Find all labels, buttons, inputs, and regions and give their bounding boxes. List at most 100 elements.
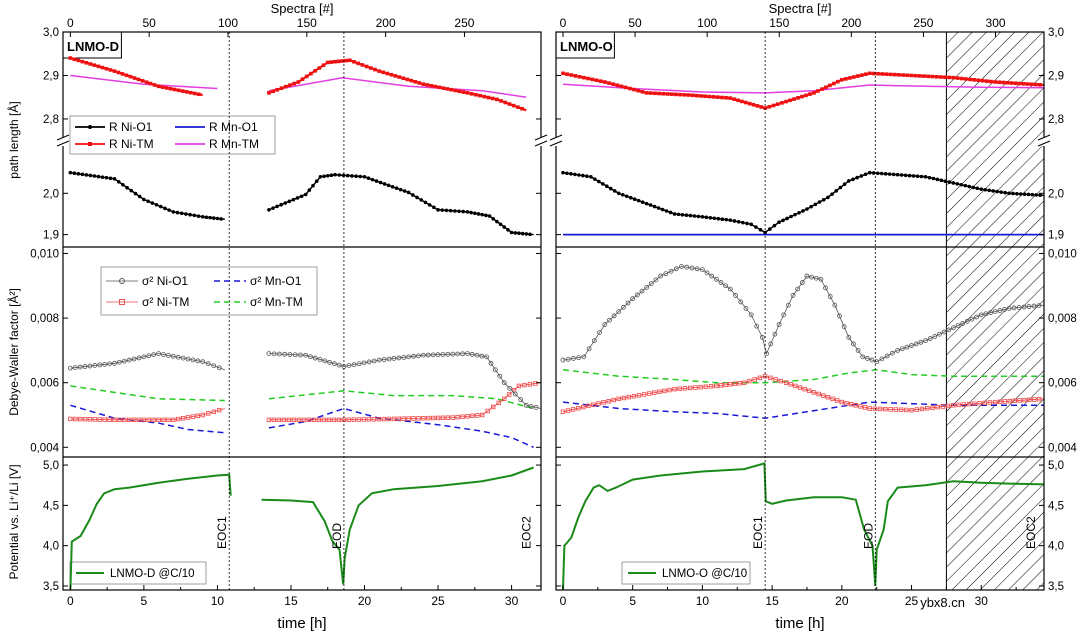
panel-right-s2-ni-o1-point (781, 312, 787, 318)
panel-right-r-ni-tm-point (1017, 81, 1022, 86)
panel-left-r-ni-o1-point (219, 217, 223, 221)
panel-right-s2-ni-tm-point (714, 383, 719, 389)
panel-right-pot-tick-label: 4,5 (1048, 500, 1064, 512)
panel-left-r-ni-tm-point (176, 88, 181, 93)
panel-left-s2-ni-o1-point (401, 354, 407, 360)
panel-left-s2-ni-tm-point (426, 415, 431, 421)
panel-left-s2-ni-o1-point (507, 385, 513, 391)
panel-right-r-ni-tm-point (980, 78, 985, 83)
panel-left-r-ni-o1-point (283, 201, 288, 205)
panel-right-s2-ni-tm-point (752, 377, 757, 382)
frame-layer (56, 31, 1051, 591)
panel-left-r-ni-o1-point (175, 210, 180, 215)
panel-right-s2-ni-tm-point (877, 406, 883, 412)
panel-left-r-ni-tm-point (267, 91, 271, 95)
panel-right-s2-ni-tm-point (1027, 397, 1032, 403)
panel-left-r-ni-tm-point (520, 106, 524, 111)
panel-left-r-ni-o1-point (520, 231, 525, 236)
panel-right-s2-ni-tm-point (667, 387, 672, 393)
panel-left-s2-ni-tm-point (506, 392, 512, 397)
panel-left-r-ni-tm-point (329, 60, 334, 64)
panel-left-r-ni-o1-point (295, 196, 300, 200)
panel-right-s2-ni-tm-point (802, 386, 807, 392)
panel-left-time-tick-label: 10 (211, 594, 225, 608)
panel-left-r-ni-o1-point (329, 173, 334, 178)
panel-right-r-ni-tm-point (964, 77, 968, 81)
panel-right-r-ni-tm-point (913, 73, 918, 78)
panel-right-r-ni-tm-point (736, 98, 740, 103)
panel-left-s2-ni-o1-point (435, 352, 441, 358)
panel-right-s2-ni-o1-point (823, 285, 828, 291)
panel-left-r-ni-o1-point (142, 197, 146, 202)
panel-right-s2-ni-o1-point (874, 359, 880, 365)
panel-right-r-ni-o1-point (597, 179, 601, 184)
panel-left-s2-ni-o1-point (200, 359, 206, 365)
panel-right-r-ni-tm-point (715, 95, 720, 99)
panel-left-r-ni-tm-point (340, 59, 345, 63)
panel-left-time-tick-label: 25 (431, 594, 445, 608)
panel-left-r-ni-tm-point (405, 77, 410, 82)
panel-right-s2-ni-tm-point (993, 399, 998, 405)
panel-right-s2-ni-o1-point (694, 266, 700, 272)
panel-right-r-ni-o1-point (565, 171, 569, 176)
panel-right-r-ni-tm-point (1030, 82, 1034, 87)
panel-left-r-ni-tm-point (192, 91, 197, 96)
panel-right-r-ni-o1-point (842, 182, 847, 187)
panel-right-s2-ni-o1-point (1006, 305, 1012, 311)
panel-left-path-upper-tick-label: 3,0 (43, 27, 59, 39)
panel-left-s2-ni-tm-point (68, 416, 73, 422)
panel-right-r-ni-tm-point (844, 77, 848, 81)
panel-right-s2-ni-o1-point (759, 335, 765, 340)
panel-left-r-ni-tm-point (76, 58, 81, 63)
panel-right-r-ni-o1-point (1018, 192, 1023, 196)
panel-right-axis-break-mask (552, 137, 560, 146)
panel-left-s2-ni-tm-point (331, 417, 337, 423)
panel-right-r-ni-tm-point (888, 72, 893, 77)
panel-left-r-ni-tm-point (172, 87, 177, 92)
panel-right-r-ni-o1-point (915, 174, 920, 178)
panel-left-s2-ni-tm-point (490, 404, 496, 410)
panel-right-s2-ni-o1-point (955, 323, 961, 329)
panel-right-time-tick-label: 0 (560, 594, 567, 608)
panel-right-title: LNMO-O (560, 39, 613, 54)
panel-left-s2-ni-tm-point (376, 416, 382, 422)
panel-left-r-ni-tm-point (393, 74, 398, 78)
panel-left-r-ni-o1-point (275, 204, 279, 209)
panel-left-r-ni-o1-point (84, 173, 89, 177)
panel-right-r-ni-tm-point (939, 75, 943, 79)
panel-right-s2-ni-o1-point (625, 300, 631, 306)
panel-left-s2-ni-tm-point (406, 416, 411, 421)
panel-right-s2-ni-o1-point (841, 324, 847, 330)
panel-right-s2-ni-o1-point (1021, 304, 1027, 310)
panel-right-pot-tick-label: 5,0 (1048, 460, 1064, 472)
panel-right-dw-tick-label: 0,008 (1048, 313, 1077, 325)
panel-left-s2-ni-o1-point (282, 351, 288, 357)
panel-left-r-ni-o1-point (423, 200, 428, 205)
panel-right-r-ni-tm-point (743, 100, 748, 105)
panel-left-r-ni-tm-point (381, 70, 386, 75)
panel-left-pot-tick-label: 4,0 (43, 541, 59, 553)
panel-left-r-ni-tm-point (188, 90, 193, 95)
panel-right-s2-ni-tm-point (844, 400, 849, 406)
panel-left-r-ni-tm-point (490, 96, 495, 101)
panel-left-r-ni-o1-point (215, 216, 220, 221)
panel-left-r-ni-tm-point (486, 95, 491, 100)
panel-right-spectra-tick-label: 100 (697, 16, 717, 30)
panel-left-path-lower-tick-label: 2,0 (43, 188, 59, 200)
panel-right-s2-ni-tm-point (966, 401, 972, 407)
panel-left-r-ni-o1-point (68, 170, 73, 175)
panel-right-s2-ni-tm-point (693, 385, 698, 390)
panel-left-r-ni-tm-point (503, 100, 508, 105)
panel-left-s2-ni-tm-point (430, 415, 436, 421)
panel-right-axis-break-mark (1037, 134, 1051, 141)
panel-right-r-ni-o1-point (573, 172, 577, 177)
panel-left-s2-ni-o1-point (190, 357, 196, 363)
panel-left-r-ni-o1-point (498, 222, 503, 227)
panel-left-s2-ni-tm-point (502, 396, 507, 402)
panel-left-r-ni-o1-point (150, 201, 155, 205)
panel-right-dw-tick-label: 0,004 (1048, 442, 1077, 454)
panel-right-s2-ni-o1-point (909, 343, 914, 348)
panel-left-s2-ni-tm-point (371, 417, 377, 422)
panel-right-spectra-tick-label: 150 (769, 16, 789, 30)
panel-right-r-ni-tm-point (657, 91, 661, 96)
